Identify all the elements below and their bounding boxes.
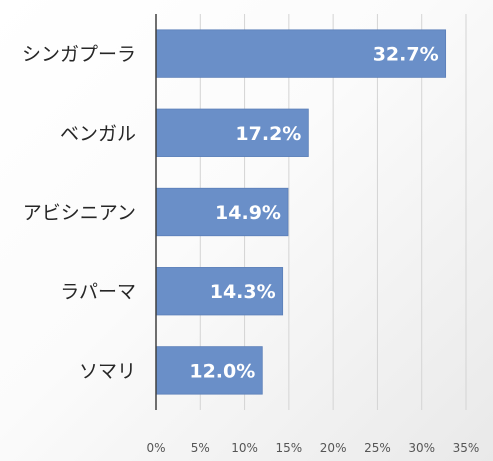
x-tick-label: 25%: [364, 441, 391, 455]
x-tick-label: 35%: [453, 441, 480, 455]
data-label: 17.2%: [235, 123, 301, 145]
category-label: アビシニアン: [23, 202, 136, 224]
data-label: 14.3%: [210, 281, 276, 303]
category-label: ラパーマ: [60, 281, 136, 303]
bars: [155, 29, 447, 395]
data-label: 12.0%: [189, 360, 255, 382]
bar: [155, 108, 309, 157]
x-tick-label: 20%: [320, 441, 347, 455]
category-label: ソマリ: [79, 360, 136, 382]
category-label: シンガプーラ: [22, 44, 136, 66]
x-tick-label: 5%: [191, 441, 210, 455]
x-tick-labels: 0% 5% 10% 15% 20% 25% 30% 35%: [146, 441, 479, 455]
data-label: 32.7%: [373, 44, 439, 66]
x-tick-label: 15%: [276, 441, 303, 455]
x-tick-label: 0%: [146, 441, 165, 455]
category-label: ベンガル: [60, 123, 136, 145]
x-tick-label: 30%: [408, 441, 435, 455]
gridlines: [199, 14, 467, 410]
data-label: 14.9%: [215, 202, 281, 224]
x-tick-label: 10%: [231, 441, 258, 455]
bar: [155, 346, 263, 395]
value-labels: 32.7% 17.2% 14.9% 14.3% 12.0%: [189, 44, 438, 383]
bar: [155, 187, 289, 237]
